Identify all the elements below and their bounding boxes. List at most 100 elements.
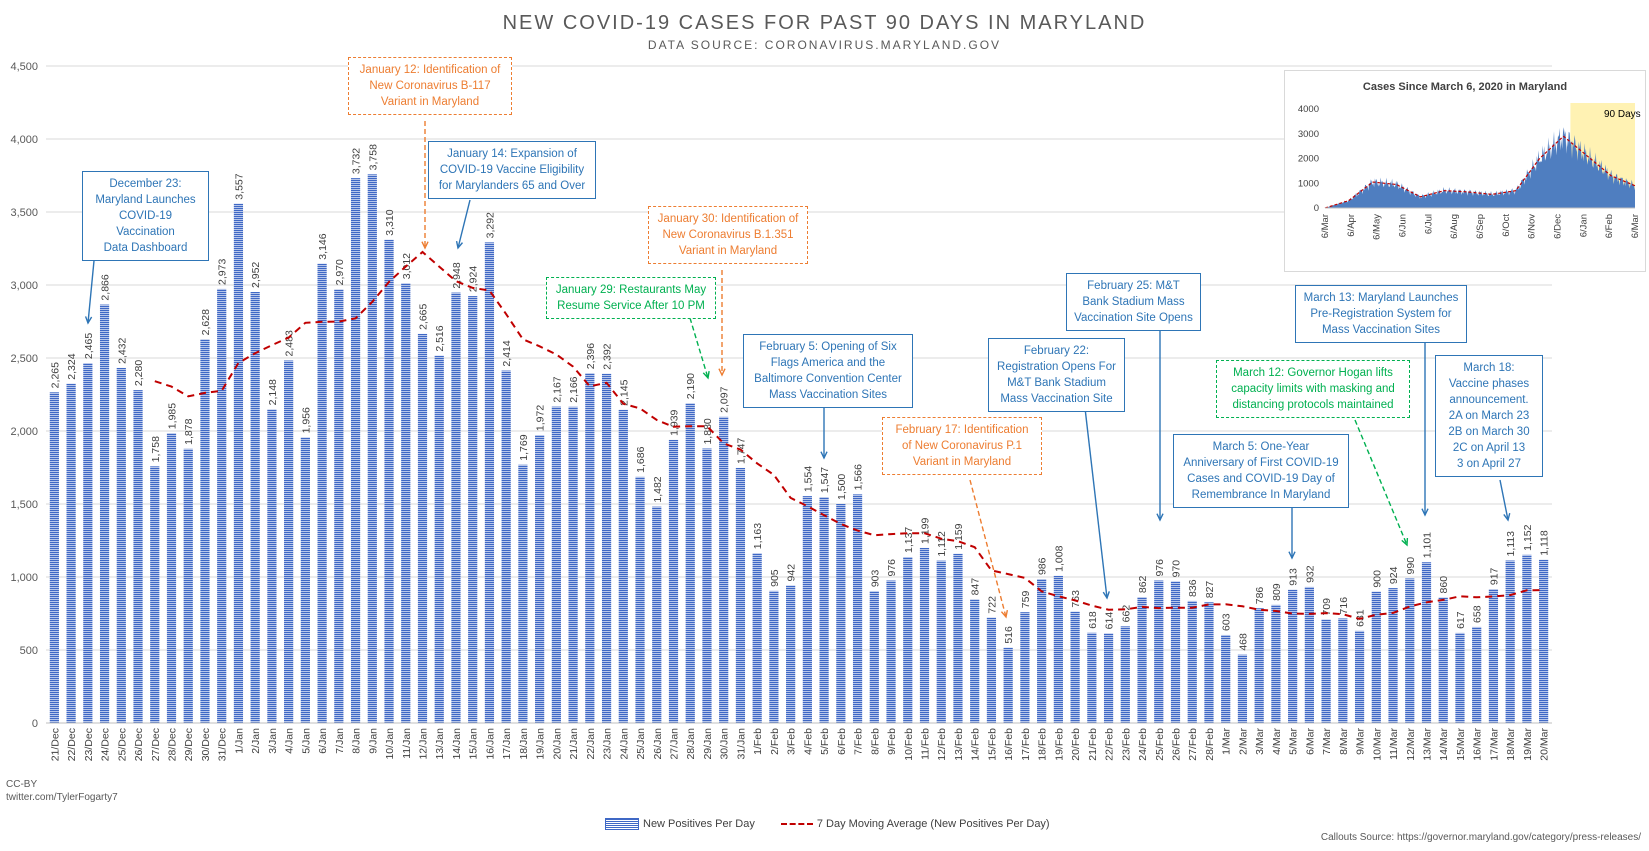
moving-average-line [154, 250, 1544, 620]
bar [367, 174, 377, 723]
x-tick-label: 17/Jan [501, 728, 513, 760]
x-tick-label: 14/Feb [970, 728, 982, 761]
data-label: 836 [1187, 579, 1199, 597]
inset-y-tick: 4000 [1298, 104, 1319, 115]
x-tick-label: 2/Jan [250, 728, 262, 754]
data-label: 976 [886, 559, 898, 577]
bar [334, 289, 344, 723]
inset-y-tick: 0 [1314, 203, 1319, 214]
x-tick-label: 29/Dec [183, 728, 195, 761]
x-tick-label: 23/Jan [602, 728, 614, 760]
x-tick-label: 18/Feb [1037, 728, 1049, 761]
inset-x-tick: 6/Jul [1423, 214, 1434, 234]
data-label: 2,190 [685, 373, 697, 399]
bar [350, 178, 361, 724]
data-label: 709 [1321, 598, 1333, 616]
bar [150, 466, 160, 723]
bar [652, 506, 662, 723]
x-tick-label: 8/Jan [351, 728, 363, 754]
data-label: 905 [769, 569, 781, 587]
bar [217, 288, 227, 723]
bar [434, 355, 444, 723]
bar [1237, 654, 1248, 723]
chart-legend: New Positives Per Day 7 Day Moving Avera… [605, 818, 1050, 831]
data-label: 1,566 [853, 464, 865, 490]
data-label: 924 [1388, 566, 1400, 584]
bar [401, 283, 411, 723]
bar [484, 242, 495, 724]
callout-jan14: January 14: Expansion of COVID-19 Vaccin… [428, 141, 596, 199]
data-label: 1,956 [300, 407, 312, 433]
bar [585, 373, 595, 723]
data-label: 1,199 [920, 518, 932, 544]
arrow-head [1401, 537, 1409, 547]
bar [551, 406, 561, 723]
callout-arrow [1499, 479, 1509, 521]
data-label: 2,866 [100, 274, 112, 300]
legend-average: 7 Day Moving Average (New Positives Per … [780, 818, 1050, 830]
inset-x-tick: 6/Sep [1475, 214, 1486, 239]
bar [1321, 619, 1331, 723]
bar [1354, 630, 1365, 723]
data-label: 2,392 [602, 343, 614, 369]
callout-jan12: January 12: Identification of New Corona… [348, 57, 512, 115]
y-tick-label: 2,500 [10, 353, 38, 365]
data-label: 2,324 [66, 353, 78, 379]
x-tick-label: 19/Mar [1522, 728, 1534, 761]
data-label: 1,547 [819, 467, 831, 493]
bar [601, 373, 612, 723]
data-label: 2,948 [451, 262, 463, 288]
bar [501, 370, 511, 723]
callout-mar13: March 13: Maryland Launches Pre-Registra… [1295, 285, 1467, 343]
x-tick-label: 15/Feb [986, 728, 998, 761]
bar [1505, 560, 1515, 723]
data-label: 763 [1070, 590, 1082, 608]
arrow-head [1102, 591, 1110, 600]
x-tick-label: 16/Jan [484, 728, 496, 760]
bar [535, 435, 545, 723]
data-label: 1,500 [836, 474, 848, 500]
x-tick-label: 13/Mar [1422, 728, 1434, 761]
x-tick-label: 7/Jan [334, 728, 346, 754]
x-tick-label: 18/Jan [518, 728, 530, 760]
data-label: 1,113 [1505, 531, 1517, 557]
bar [1388, 588, 1398, 723]
bar [852, 494, 863, 723]
bar [1438, 597, 1448, 723]
bar [1037, 579, 1047, 723]
bar [133, 390, 143, 723]
x-tick-label: 24/Jan [618, 728, 630, 760]
x-tick-label: 1/Feb [752, 728, 764, 755]
x-tick-label: 23/Dec [83, 728, 95, 761]
bar [417, 333, 428, 723]
x-tick-label: 1/Jan [233, 728, 245, 754]
data-label: 2,148 [267, 379, 279, 405]
data-label: 990 [1405, 557, 1417, 575]
x-tick-label: 11/Feb [920, 728, 932, 760]
bar [1405, 578, 1415, 723]
bar [1304, 586, 1314, 723]
data-label: 1,686 [635, 446, 647, 472]
x-tick-label: 17/Mar [1488, 728, 1500, 761]
x-tick-label: 15/Jan [468, 728, 480, 760]
data-label: 2,970 [334, 259, 346, 285]
data-label: 976 [1154, 559, 1166, 577]
bar [1020, 612, 1030, 723]
y-tick-label: 3,000 [10, 280, 38, 292]
bar [685, 403, 695, 723]
x-tick-label: 10/Mar [1371, 728, 1383, 761]
bar [518, 464, 528, 723]
inset-x-tick: 6/May [1372, 214, 1383, 240]
data-label: 2,265 [49, 362, 61, 388]
chart-title: NEW COVID-19 CASES FOR PAST 90 DAYS IN M… [502, 12, 1147, 34]
data-label: 2,465 [83, 333, 95, 359]
x-tick-label: 18/Mar [1505, 728, 1517, 761]
data-label: 662 [1120, 605, 1132, 623]
data-label: 1,008 [1053, 545, 1065, 571]
x-tick-label: 3/Jan [267, 728, 279, 754]
bar [702, 448, 712, 723]
bar [1271, 604, 1281, 723]
x-tick-label: 13/Jan [434, 728, 446, 760]
data-label: 903 [869, 569, 881, 587]
data-label: 1,137 [903, 527, 915, 553]
